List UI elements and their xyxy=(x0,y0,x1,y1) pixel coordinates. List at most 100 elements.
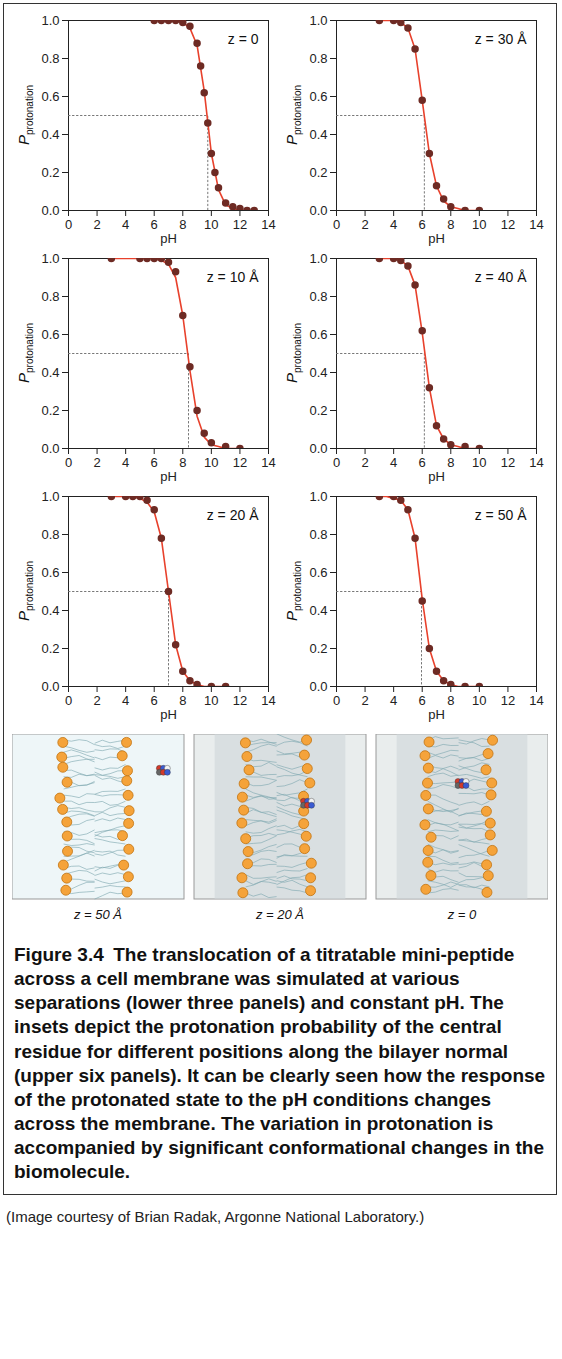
svg-text:0.2: 0.2 xyxy=(41,641,59,656)
svg-text:0.6: 0.6 xyxy=(41,327,59,342)
svg-text:8: 8 xyxy=(179,217,186,232)
svg-text:8: 8 xyxy=(179,693,186,708)
svg-text:0.8: 0.8 xyxy=(41,289,59,304)
svg-text:14: 14 xyxy=(261,217,275,232)
svg-text:8: 8 xyxy=(447,455,454,470)
svg-text:pH: pH xyxy=(428,707,445,722)
svg-text:2: 2 xyxy=(93,455,100,470)
svg-text:4: 4 xyxy=(122,693,129,708)
svg-text:0.0: 0.0 xyxy=(309,203,327,218)
svg-text:14: 14 xyxy=(529,693,543,708)
svg-text:pH: pH xyxy=(160,707,177,722)
svg-text:0.8: 0.8 xyxy=(41,51,59,66)
svg-text:z = 0: z = 0 xyxy=(228,31,259,47)
svg-text:0: 0 xyxy=(333,217,340,232)
svg-text:0.2: 0.2 xyxy=(309,641,327,656)
svg-text:12: 12 xyxy=(233,217,247,232)
svg-text:6: 6 xyxy=(419,217,426,232)
svg-text:10: 10 xyxy=(204,217,218,232)
svg-text:8: 8 xyxy=(447,217,454,232)
svg-text:1.0: 1.0 xyxy=(309,251,327,266)
svg-text:1.0: 1.0 xyxy=(41,251,59,266)
svg-text:Pprotonation: Pprotonation xyxy=(283,561,303,621)
svg-text:10: 10 xyxy=(472,455,486,470)
svg-text:12: 12 xyxy=(233,693,247,708)
svg-text:0: 0 xyxy=(333,693,340,708)
svg-text:0.8: 0.8 xyxy=(309,289,327,304)
svg-text:1.0: 1.0 xyxy=(309,13,327,28)
svg-text:8: 8 xyxy=(447,693,454,708)
svg-text:6: 6 xyxy=(151,693,158,708)
svg-text:8: 8 xyxy=(179,455,186,470)
svg-text:12: 12 xyxy=(501,217,515,232)
svg-text:0: 0 xyxy=(65,455,72,470)
svg-text:4: 4 xyxy=(122,217,129,232)
svg-text:Pprotonation: Pprotonation xyxy=(15,85,35,145)
svg-text:0.0: 0.0 xyxy=(41,441,59,456)
svg-text:6: 6 xyxy=(151,455,158,470)
svg-text:z = 40 Å: z = 40 Å xyxy=(475,269,527,285)
svg-text:14: 14 xyxy=(529,455,543,470)
svg-text:0.4: 0.4 xyxy=(309,127,327,142)
svg-text:0: 0 xyxy=(333,455,340,470)
svg-text:Pprotonation: Pprotonation xyxy=(283,85,303,145)
svg-text:2: 2 xyxy=(93,217,100,232)
svg-text:10: 10 xyxy=(204,693,218,708)
svg-text:12: 12 xyxy=(233,455,247,470)
svg-text:0.6: 0.6 xyxy=(309,89,327,104)
svg-text:pH: pH xyxy=(160,469,177,484)
svg-text:1.0: 1.0 xyxy=(309,489,327,504)
svg-text:z = 50 Å: z = 50 Å xyxy=(73,907,122,922)
svg-text:4: 4 xyxy=(390,217,397,232)
svg-text:0.0: 0.0 xyxy=(41,203,59,218)
svg-text:0.4: 0.4 xyxy=(309,603,327,618)
svg-text:0.6: 0.6 xyxy=(309,565,327,580)
svg-text:Pprotonation: Pprotonation xyxy=(15,561,35,621)
svg-text:4: 4 xyxy=(390,693,397,708)
svg-text:6: 6 xyxy=(419,455,426,470)
svg-text:4: 4 xyxy=(390,455,397,470)
svg-text:z = 20 Å: z = 20 Å xyxy=(255,907,304,922)
svg-text:z = 20 Å: z = 20 Å xyxy=(207,507,259,523)
svg-text:6: 6 xyxy=(419,693,426,708)
svg-text:12: 12 xyxy=(501,455,515,470)
svg-text:0: 0 xyxy=(65,217,72,232)
svg-text:pH: pH xyxy=(428,231,445,246)
svg-text:0.2: 0.2 xyxy=(41,403,59,418)
svg-text:0.8: 0.8 xyxy=(41,527,59,542)
svg-text:0.0: 0.0 xyxy=(309,679,327,694)
svg-text:0.2: 0.2 xyxy=(309,165,327,180)
svg-text:0.6: 0.6 xyxy=(309,327,327,342)
svg-text:0: 0 xyxy=(65,693,72,708)
svg-text:0.0: 0.0 xyxy=(41,679,59,694)
svg-text:Pprotonation: Pprotonation xyxy=(15,323,35,383)
svg-text:z = 10 Å: z = 10 Å xyxy=(207,269,259,285)
svg-text:0.6: 0.6 xyxy=(41,89,59,104)
svg-text:0.4: 0.4 xyxy=(309,365,327,380)
svg-text:Pprotonation: Pprotonation xyxy=(283,323,303,383)
svg-text:0.4: 0.4 xyxy=(41,365,59,380)
svg-text:6: 6 xyxy=(151,217,158,232)
svg-text:z = 30 Å: z = 30 Å xyxy=(475,31,527,47)
svg-text:10: 10 xyxy=(204,455,218,470)
svg-text:1.0: 1.0 xyxy=(41,13,59,28)
svg-text:10: 10 xyxy=(472,217,486,232)
svg-text:0.4: 0.4 xyxy=(41,127,59,142)
svg-text:2: 2 xyxy=(361,455,368,470)
svg-text:2: 2 xyxy=(361,693,368,708)
svg-text:0.2: 0.2 xyxy=(41,165,59,180)
svg-text:2: 2 xyxy=(93,693,100,708)
svg-text:z = 50 Å: z = 50 Å xyxy=(475,507,527,523)
svg-text:14: 14 xyxy=(261,455,275,470)
svg-text:4: 4 xyxy=(122,455,129,470)
svg-text:0.6: 0.6 xyxy=(41,565,59,580)
svg-text:14: 14 xyxy=(261,693,275,708)
svg-text:z = 0: z = 0 xyxy=(447,907,477,922)
svg-text:0.2: 0.2 xyxy=(309,403,327,418)
svg-text:0.8: 0.8 xyxy=(309,527,327,542)
svg-text:pH: pH xyxy=(160,231,177,246)
svg-text:12: 12 xyxy=(501,693,515,708)
svg-text:14: 14 xyxy=(529,217,543,232)
svg-text:0.4: 0.4 xyxy=(41,603,59,618)
svg-text:0.0: 0.0 xyxy=(309,441,327,456)
